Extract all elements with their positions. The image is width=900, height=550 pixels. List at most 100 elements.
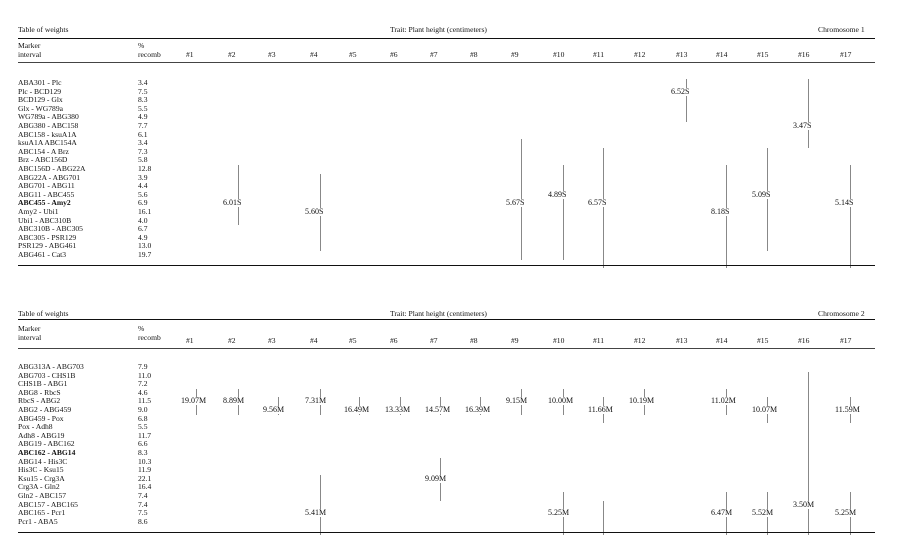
marker-interval: BCD129 - Glx xyxy=(18,95,63,105)
recomb-header: recomb xyxy=(138,333,161,342)
weight-line xyxy=(278,397,279,415)
top-rule xyxy=(18,38,875,39)
recomb-value: 5.5 xyxy=(138,103,148,113)
weight-value: 9.09M xyxy=(424,473,448,483)
marker-interval: ABG19 - ABC162 xyxy=(18,439,75,449)
marker-interval: Ksu15 - Crg3A xyxy=(18,473,65,483)
recomb-value: 13.0 xyxy=(138,241,152,251)
header-rule xyxy=(18,348,875,349)
marker-interval: ABA301 - Plc xyxy=(18,78,62,87)
recomb-value: 19.7 xyxy=(138,250,152,259)
marker-interval: ABC310B - ABC305 xyxy=(18,224,83,234)
column-header-16: #16 xyxy=(798,336,810,345)
recomb-value: 11.5 xyxy=(138,396,152,406)
recomb-value: 8.3 xyxy=(138,95,148,105)
recomb-value: 7.5 xyxy=(138,508,148,518)
recomb-value: 5.5 xyxy=(138,422,148,432)
column-header-2: #2 xyxy=(228,50,236,59)
weight-value: 9.56M xyxy=(262,405,286,414)
bottom-rule xyxy=(18,265,875,266)
weight-value: 6.57S xyxy=(587,198,608,208)
recomb-value: 6.8 xyxy=(138,413,148,423)
column-header-11: #11 xyxy=(593,336,605,345)
weight-line xyxy=(480,397,481,415)
weight-value: 16.39M xyxy=(464,405,492,414)
column-header-17: #17 xyxy=(840,50,852,59)
weight-value: 10.19M xyxy=(628,396,656,406)
weight-value: 11.66M xyxy=(587,405,614,414)
recomb-value: 10.3 xyxy=(138,456,152,466)
marker-interval: Crg3A - Gln2 xyxy=(18,482,60,492)
marker-interval: ABG22A - ABG701 xyxy=(18,172,81,182)
recomb-header: recomb xyxy=(138,50,161,59)
marker-interval: Glx - WG789a xyxy=(18,103,63,113)
weight-value: 5.25M xyxy=(834,508,858,518)
recomb-value: 7.3 xyxy=(138,146,148,156)
marker-interval: ABG2 - ABG459 xyxy=(18,405,72,414)
weight-value: 11.02M xyxy=(710,396,737,406)
weight-value: 13.33M xyxy=(384,405,412,414)
weight-value: 9.15M xyxy=(505,396,529,406)
marker-interval: ABC165 - Pcr1 xyxy=(18,508,66,518)
weight-line xyxy=(808,371,809,535)
marker-interval: ABC455 - Amy2 xyxy=(18,198,71,208)
marker-interval: ABG701 - ABG11 xyxy=(18,181,75,191)
recomb-value: 4.0 xyxy=(138,215,148,225)
marker-interval: ksuA1A ABC154A xyxy=(18,138,77,148)
recomb-value: 16.1 xyxy=(138,207,152,216)
column-header-4: #4 xyxy=(310,336,318,345)
marker-interval: ABC154 - A Brz xyxy=(18,146,69,156)
column-header-9: #9 xyxy=(511,50,519,59)
recomb-value: 4.6 xyxy=(138,387,148,397)
recomb-value: 7.2 xyxy=(138,379,148,389)
weight-line xyxy=(808,79,809,148)
column-header-5: #5 xyxy=(349,336,357,345)
column-header-7: #7 xyxy=(430,336,438,345)
marker-interval: RbcS - ABG2 xyxy=(18,396,61,406)
percent-header: % xyxy=(138,41,145,50)
marker-interval: CHS1B - ABG1 xyxy=(18,379,68,389)
weight-value: 8.18S xyxy=(710,207,731,216)
recomb-value: 6.9 xyxy=(138,198,148,208)
weight-value: 16.49M xyxy=(343,405,371,414)
marker-interval: ABG313A - ABG703 xyxy=(18,362,84,371)
interval-header: interval xyxy=(18,333,42,342)
column-header-3: #3 xyxy=(268,50,276,59)
recomb-value: 9.0 xyxy=(138,405,148,414)
marker-interval: Brz - ABC156D xyxy=(18,155,68,165)
weight-line xyxy=(359,397,360,415)
marker-interval: ABC157 - ABC165 xyxy=(18,499,78,509)
marker-interval: ABG459 - Pox xyxy=(18,413,64,423)
weight-value: 10.00M xyxy=(547,396,575,406)
column-header-6: #6 xyxy=(390,336,398,345)
recomb-value: 11.7 xyxy=(138,430,152,440)
column-header-13: #13 xyxy=(676,336,688,345)
weight-value: 11.59M xyxy=(834,405,861,414)
recomb-value: 5.8 xyxy=(138,155,148,165)
column-header-10: #10 xyxy=(553,50,565,59)
column-header-7: #7 xyxy=(430,50,438,59)
weight-value: 19.07M xyxy=(180,396,208,406)
recomb-value: 7.9 xyxy=(138,362,148,371)
column-header-8: #8 xyxy=(470,336,478,345)
header-rule xyxy=(18,62,875,63)
weight-line xyxy=(850,165,851,269)
recomb-value: 4.9 xyxy=(138,232,148,242)
percent-header: % xyxy=(138,324,145,333)
weight-value: 5.41M xyxy=(304,508,328,518)
column-header-11: #11 xyxy=(593,50,605,59)
weight-value: 10.07M xyxy=(751,405,779,414)
recomb-value: 11.9 xyxy=(138,465,152,475)
column-header-1: #1 xyxy=(186,50,194,59)
marker-interval: Ubi1 - ABC310B xyxy=(18,215,72,225)
column-header-4: #4 xyxy=(310,50,318,59)
recomb-value: 4.4 xyxy=(138,181,148,191)
recomb-value: 11.0 xyxy=(138,370,152,380)
marker-interval: ABC156D - ABG22A xyxy=(18,164,86,173)
column-header-5: #5 xyxy=(349,50,357,59)
marker-interval: ABG14 - His3C xyxy=(18,456,68,466)
marker-interval: ABG461 - Cat3 xyxy=(18,250,67,259)
weight-value: 6.52S xyxy=(670,86,691,96)
chromosome-label: Chromosome 1 xyxy=(818,25,865,34)
column-header-12: #12 xyxy=(634,336,646,345)
